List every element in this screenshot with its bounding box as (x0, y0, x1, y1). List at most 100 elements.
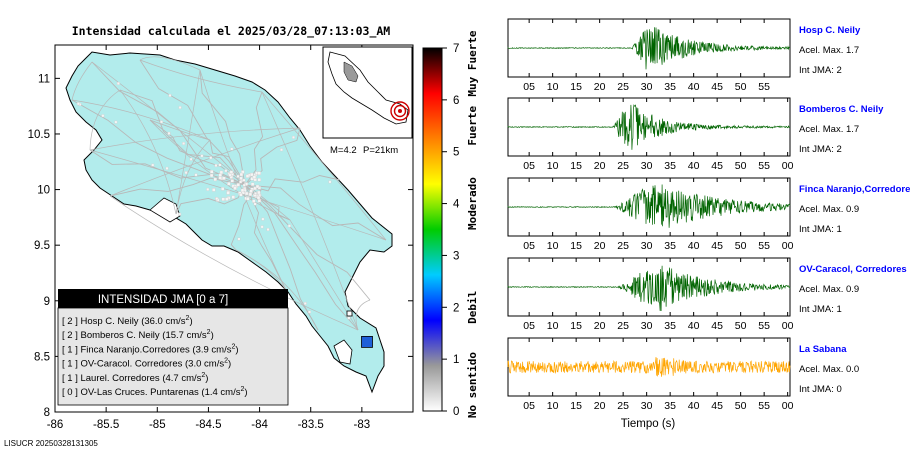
waveform-trace (507, 184, 791, 228)
town (209, 169, 214, 174)
waveform-tick-label: 45 (711, 400, 723, 412)
road (149, 119, 291, 221)
town (303, 302, 307, 305)
town (114, 120, 118, 124)
legend-body (57, 307, 289, 406)
waveform-tick-label: 00 (782, 400, 794, 412)
waveform-tick-label: 25 (617, 400, 629, 412)
map-panel: -86 -85.5 -85 -84.5 -84 -83.5 -83 8 8.5 9 9.5 10 10.… (28, 44, 414, 431)
colorbar-category-label: Muy Fuerte (466, 30, 479, 97)
town (218, 163, 222, 167)
map-y-tick-label: 8 (44, 407, 50, 419)
waveform-jma-intensity: Int JMA: 1 (799, 224, 842, 235)
town (230, 147, 234, 151)
waveform-tick-label: 45 (711, 240, 723, 252)
road (244, 184, 387, 241)
town (253, 202, 257, 206)
waveform-station-name: OV-Caracol, Corredores (799, 264, 907, 275)
map-x-tick-label: -86 (47, 419, 64, 431)
waveform-panel: 05 10 15 20 25 30 35 40 45 50 55 00 Bomberos C. Neil… (507, 97, 884, 172)
road (139, 59, 246, 186)
town (218, 176, 222, 180)
colorbar-ticks: 0 1 2 3 4 5 6 7 (442, 43, 460, 418)
town (209, 173, 214, 178)
road (89, 127, 301, 151)
colorbar-category-label: Debil (466, 291, 479, 324)
map-x-tick-label: -85.5 (93, 419, 119, 431)
road (199, 69, 246, 186)
road (175, 69, 201, 215)
town (231, 195, 236, 199)
waveform-station-name: Bomberos C. Neily (799, 104, 884, 115)
waveform-tick-label: 40 (688, 240, 700, 252)
colorbar-category-labels: No sentido Debil Moderado Fuerte Muy Fuerte (466, 30, 479, 418)
waveform-tick-label: 20 (594, 240, 606, 252)
colorbar-tick-label: 0 (453, 406, 459, 418)
waveform-tick-label: 10 (547, 160, 559, 172)
waveform-jma-intensity: Int JMA: 1 (799, 304, 842, 315)
minor-station-marker (346, 310, 353, 317)
colorbar-tick-label: 1 (453, 354, 459, 366)
footer-credit: LISUCR 20250328131305 (4, 439, 98, 448)
map-y-tick-label: 10 (37, 185, 50, 197)
waveform-tick-label: 30 (641, 81, 653, 93)
town (245, 174, 250, 178)
waveform-tick-label: 05 (523, 320, 535, 332)
waveform-xlabel: Tiempo (s) (621, 418, 676, 430)
waveform-tick-label: 00 (782, 320, 794, 332)
waveform-tick-label: 50 (735, 240, 747, 252)
waveform-tick-label: 30 (641, 400, 653, 412)
road (89, 149, 246, 186)
waveform-tick-label: 35 (664, 240, 676, 252)
road (139, 56, 201, 71)
town (240, 188, 245, 193)
town (292, 135, 295, 139)
waveform-tick-label: 30 (641, 160, 653, 172)
town (178, 212, 182, 216)
waveform-tick-label: 00 (782, 160, 794, 172)
legend-entries: [ 2 ] Hosp C. Neily (36.0 cm/s2) [ 2 ] Bo… (62, 315, 248, 398)
town (236, 183, 241, 187)
waveform-tick-label: 55 (758, 81, 770, 93)
road (71, 99, 211, 141)
colorbar-gradient (422, 47, 443, 412)
town (233, 186, 237, 191)
town (252, 199, 256, 203)
waveform-tick-label: 15 (570, 400, 582, 412)
town (194, 173, 198, 177)
waveform-max-accel: Acel. Max. 1.7 (799, 124, 859, 135)
map-x-tick-label: -83 (354, 419, 371, 431)
town (328, 180, 332, 184)
legend-entry: [ 1 ] OV-Caracol. Corredores (3.0 cm/s2) (62, 358, 231, 370)
town (230, 179, 234, 183)
town (239, 193, 243, 197)
map-y-tick-label: 9 (44, 296, 50, 308)
epicenter-ring-outer (390, 101, 410, 121)
town (209, 156, 213, 160)
legend-entry: [ 2 ] Bomberos C. Neily (15.7 cm/s2) (62, 329, 214, 341)
town (256, 195, 261, 200)
town (255, 184, 260, 189)
road (244, 91, 264, 186)
legend-title-bar (58, 289, 288, 308)
road (244, 184, 287, 291)
epicenter-dot (398, 109, 402, 113)
waveform-tick-label: 15 (570, 81, 582, 93)
town (250, 182, 255, 186)
road (119, 89, 246, 186)
town (200, 154, 204, 158)
waveform-tick-label: 05 (523, 81, 535, 93)
town (260, 225, 264, 229)
waveform-tick-label: 20 (594, 160, 606, 172)
waveform-tick-label: 05 (523, 400, 535, 412)
road (175, 139, 211, 215)
waveform-tick-label: 55 (758, 320, 770, 332)
waveform-tick-label: 10 (547, 320, 559, 332)
town (215, 197, 219, 201)
legend-title: INTENSIDAD JMA [0 a 7] (98, 294, 228, 306)
town (165, 166, 169, 170)
waveform-max-accel: Acel. Max. 0.0 (799, 364, 859, 375)
town (227, 181, 231, 186)
waveform-panel: 05 10 15 20 25 30 35 40 45 50 55 00 La Sabana Acel. M… (507, 337, 859, 412)
town (248, 192, 253, 197)
